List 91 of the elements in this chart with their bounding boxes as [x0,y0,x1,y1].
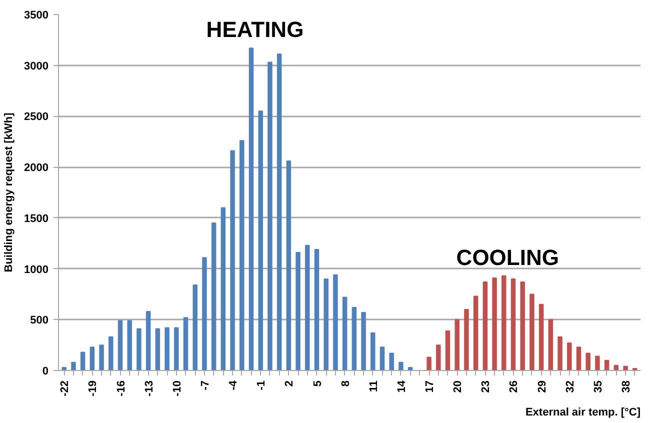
x-tick-label: 35 [592,380,604,393]
bar [240,140,244,370]
bar [380,346,385,370]
bar [118,320,123,370]
y-axis-title: Building energy request [kWh] [3,112,16,272]
y-tick-label: 500 [30,314,49,327]
bar [567,342,572,370]
x-tick-label: -7 [199,380,212,390]
bar [71,362,76,370]
x-axis-title: External air temp. [°C] [525,406,641,418]
x-tick-label: 8 [340,380,352,387]
x-tick-label: -1 [256,380,268,390]
bar [62,366,66,370]
bar [502,275,506,370]
bar [192,284,198,370]
y-tick-label: 0 [42,366,49,378]
bar [296,252,300,370]
bar [286,160,292,370]
bar [324,278,328,370]
bar [146,311,151,370]
x-tick-label: -16 [115,380,128,396]
y-tick-label: 1500 [24,212,49,225]
bar [248,48,254,370]
bar [108,336,114,370]
bar [538,304,544,370]
bar [398,362,404,370]
x-tick-label: 32 [564,380,576,393]
x-tick-label: 29 [536,380,548,393]
x-tick-label: -4 [228,380,240,390]
y-tick-label: 3000 [24,60,49,72]
bar [230,150,235,370]
y-tick-label: 1000 [24,264,49,276]
x-tick-label: 2 [284,380,296,387]
x-tick-label: -22 [59,380,72,396]
x-tick-label: 14 [396,380,408,393]
bar [202,257,207,370]
x-tick-label: 11 [368,380,380,392]
bar [510,278,516,370]
bar [342,296,348,370]
bar [174,327,179,370]
x-tick-label: -10 [171,380,184,396]
bar [99,344,104,370]
bar [370,332,376,370]
bar [464,308,469,370]
bar [361,312,366,370]
y-tick-label: 2500 [24,111,49,124]
bar [155,328,160,370]
bar [604,360,610,370]
x-tick-label: 26 [508,380,520,393]
bar [258,110,263,370]
bar [623,366,628,370]
bar [183,317,188,370]
y-tick-label: 2000 [24,162,49,174]
x-tick-label: -19 [87,380,100,396]
bar [305,244,310,370]
bar [595,356,600,370]
bar [268,62,272,370]
x-tick-label: 5 [312,380,324,387]
bar [164,327,170,370]
x-tick-label: 17 [424,380,436,393]
y-tick-label: 3500 [24,10,49,22]
bar [314,248,320,370]
bar [389,352,394,370]
x-tick-label: -13 [143,380,156,396]
x-tick-label: 20 [452,380,464,393]
bar [352,306,357,370]
bar [426,356,432,370]
bar [530,294,534,370]
bar [482,282,488,370]
bar [90,346,95,370]
bar [445,330,450,370]
bar [127,320,132,370]
bar [558,336,562,370]
bar [220,207,226,370]
x-tick-label: 38 [620,380,633,393]
bar [136,328,142,370]
bar [436,344,441,370]
series-label: COOLING [456,244,559,270]
bar [333,274,338,370]
bar [576,346,582,370]
bar [548,319,554,370]
bar [276,54,282,370]
series-label: HEATING [206,17,304,42]
bar [520,282,525,370]
x-tick-label: 23 [480,380,492,393]
bar [454,319,460,370]
bar [586,352,590,370]
bar [473,296,478,370]
bar [80,352,86,370]
bar [492,277,497,370]
bar [211,222,216,370]
